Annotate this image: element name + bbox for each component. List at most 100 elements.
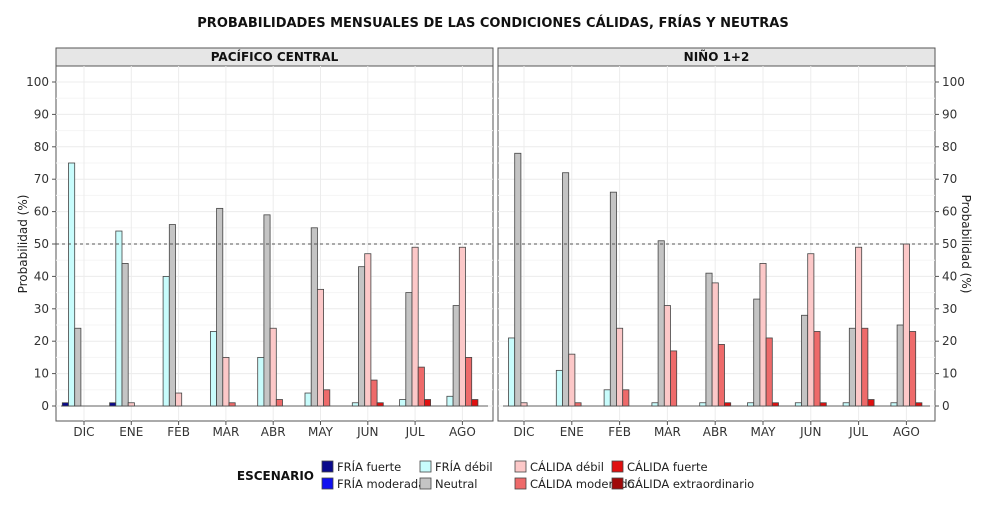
bar-cálida-fuerte-ago — [471, 399, 479, 407]
legend-swatch — [514, 477, 527, 490]
x-tick-label: AGO — [893, 425, 920, 439]
legend-swatch — [321, 477, 334, 490]
bar-neutral-jul — [405, 292, 413, 407]
bar-fría-débil-may — [747, 402, 755, 407]
bar-cálida-fuerte-abr — [724, 402, 732, 407]
bar-neutral-may — [753, 298, 761, 407]
bar-cálida-moderado-jul — [417, 366, 425, 407]
bar-cálida-moderado-jul — [861, 327, 869, 407]
legend-label: Neutral — [435, 477, 477, 491]
bar-cálida-moderado-feb — [622, 389, 630, 407]
legend-label: FRÍA fuerte — [337, 459, 401, 474]
bar-fría-débil-ago — [446, 395, 454, 407]
bar-cálida-moderado-may — [765, 337, 773, 407]
y-tick-label-right: 40 — [942, 269, 957, 283]
bar-neutral-ene — [121, 263, 129, 407]
bar-cálida-fuerte-jul — [867, 399, 875, 407]
y-tick-label-right: 70 — [942, 172, 957, 186]
bar-cálida-fuerte-may — [771, 402, 779, 407]
bar-neutral-mar — [216, 207, 224, 407]
chart-title: PROBABILIDADES MENSUALES DE LAS CONDICIO… — [197, 15, 788, 31]
y-tick-label-right: 10 — [942, 367, 957, 381]
bar-cálida-débil-feb — [175, 392, 183, 407]
y-tick-label-right: 60 — [942, 205, 957, 219]
bar-fría-débil-ene — [115, 230, 123, 407]
bar-cálida-moderado-ene — [574, 402, 582, 407]
bar-cálida-débil-abr — [269, 327, 277, 407]
bar-fría-débil-mar — [209, 331, 217, 407]
bar-fría-débil-jul — [842, 402, 850, 407]
legend-item: FRÍA moderada — [321, 476, 425, 491]
legend-swatch — [419, 477, 432, 490]
y-tick-label: 70 — [34, 172, 49, 186]
bar-neutral-ago — [452, 305, 460, 407]
bar-cálida-débil-jul — [855, 246, 863, 407]
y-tick-label: 80 — [34, 140, 49, 154]
bar-cálida-débil-may — [759, 263, 767, 407]
x-tick-label: JUL — [405, 425, 425, 439]
bar-neutral-ago — [896, 324, 904, 407]
legend-item: Neutral — [419, 477, 477, 491]
panel-title: NIÑO 1+2 — [684, 49, 750, 64]
x-tick-label: AGO — [449, 425, 476, 439]
x-tick-label: ABR — [703, 425, 728, 439]
x-tick-label: FEB — [608, 425, 631, 439]
x-tick-label: JUL — [848, 425, 868, 439]
y-tick-label: 90 — [34, 107, 49, 121]
y-tick-label: 0 — [41, 399, 49, 413]
x-tick-label: FEB — [167, 425, 190, 439]
y-tick-label-right: 90 — [942, 107, 957, 121]
y-tick-label-right: 100 — [942, 75, 965, 89]
y-tick-label: 50 — [34, 237, 49, 251]
bar-neutral-feb — [168, 224, 176, 407]
bar-fría-débil-jun — [794, 402, 802, 407]
bar-cálida-fuerte-jun — [376, 402, 384, 407]
legend-swatch — [611, 477, 624, 490]
bar-cálida-débil-jun — [364, 253, 372, 407]
legend-swatch — [611, 460, 624, 473]
y-tick-label: 40 — [34, 269, 49, 283]
bar-cálida-moderado-abr — [717, 344, 725, 407]
bar-cálida-débil-ago — [458, 246, 466, 407]
x-tick-label: JUN — [799, 425, 821, 439]
x-tick-label: DIC — [73, 425, 94, 439]
bar-neutral-may — [310, 227, 318, 407]
bar-cálida-moderado-abr — [275, 399, 283, 407]
bar-fría-débil-mar — [651, 402, 659, 407]
y-tick-label-right: 80 — [942, 140, 957, 154]
bar-cálida-débil-may — [316, 288, 324, 407]
legend-swatch — [514, 460, 527, 473]
bar-cálida-fuerte-ago — [915, 402, 923, 407]
y-tick-label: 10 — [34, 367, 49, 381]
bar-cálida-moderado-jun — [370, 379, 378, 407]
x-tick-label: ENE — [119, 425, 143, 439]
bar-fría-débil-ago — [890, 402, 898, 407]
bar-neutral-feb — [609, 191, 617, 407]
bar-neutral-mar — [657, 240, 665, 407]
y-tick-label-right: 0 — [942, 399, 950, 413]
bar-cálida-moderado-mar — [670, 350, 678, 407]
legend-swatch — [321, 460, 334, 473]
x-tick-label: MAY — [308, 425, 334, 439]
legend-item: CÁLIDA débil — [514, 459, 604, 474]
bar-fría-débil-abr — [257, 356, 265, 407]
bar-cálida-moderado-ago — [909, 331, 917, 407]
legend-label: FRÍA débil — [435, 459, 493, 474]
legend-item: CÁLIDA extraordinario — [611, 476, 754, 491]
y-axis-title-right: Probabilidad (%) — [959, 195, 973, 294]
bar-fría-débil-may — [304, 392, 312, 407]
y-axis-title-left: Probabilidad (%) — [16, 195, 30, 294]
legend-label: FRÍA moderada — [337, 476, 425, 491]
panel-title: PACÍFICO CENTRAL — [211, 49, 339, 64]
y-tick-label: 60 — [34, 205, 49, 219]
x-tick-label: MAR — [654, 425, 681, 439]
bar-fría-fuerte-dic — [61, 402, 69, 407]
y-tick-label: 20 — [34, 334, 49, 348]
legend-label: CÁLIDA extraordinario — [627, 476, 754, 491]
bar-cálida-débil-ene — [568, 353, 576, 407]
bar-fría-débil-dic — [508, 337, 516, 407]
x-tick-label: DIC — [513, 425, 534, 439]
bar-neutral-jul — [848, 327, 856, 407]
legend-label: CÁLIDA fuerte — [627, 459, 708, 474]
